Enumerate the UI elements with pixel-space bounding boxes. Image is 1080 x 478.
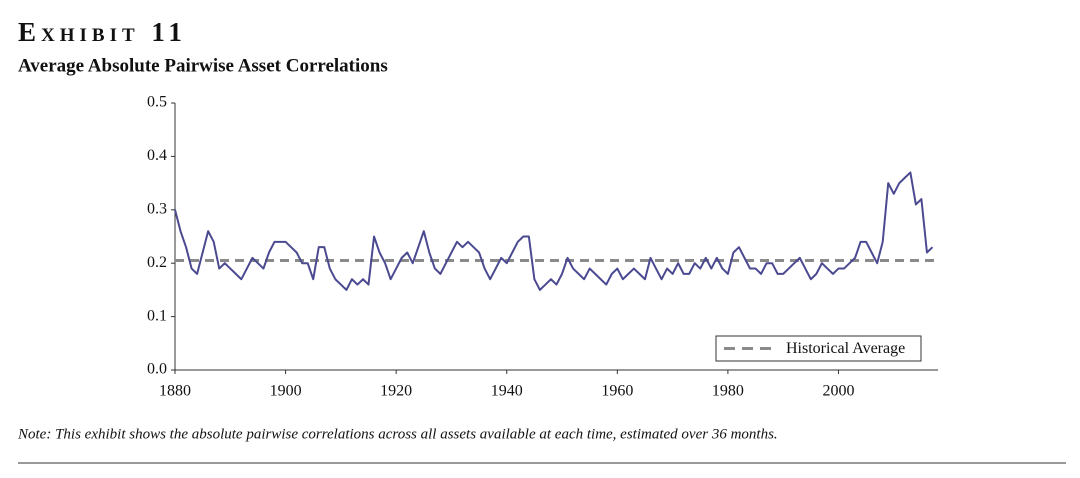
x-tick-label: 1920 <box>380 383 412 400</box>
y-tick-label: 0.5 <box>147 94 167 111</box>
exhibit-title: Exhibit 11 <box>18 17 187 47</box>
legend-label: Historical Average <box>786 340 905 357</box>
x-tick-label: 1900 <box>270 383 302 400</box>
x-tick-label: 1880 <box>159 383 191 400</box>
chart-note: Note: This exhibit shows the absolute pa… <box>17 426 778 442</box>
x-tick-label: 1960 <box>601 383 633 400</box>
x-tick-label: 2000 <box>822 383 854 400</box>
chart-subtitle: Average Absolute Pairwise Asset Correlat… <box>18 55 388 76</box>
x-tick-label: 1980 <box>712 383 744 400</box>
y-tick-label: 0.1 <box>147 307 167 324</box>
y-tick-label: 0.2 <box>147 254 167 271</box>
x-tick-label: 1940 <box>491 383 523 400</box>
y-tick-label: 0.4 <box>147 147 167 164</box>
series-line <box>174 171 934 291</box>
y-tick-label: 0.3 <box>147 200 167 217</box>
y-tick-label: 0.0 <box>147 361 167 378</box>
